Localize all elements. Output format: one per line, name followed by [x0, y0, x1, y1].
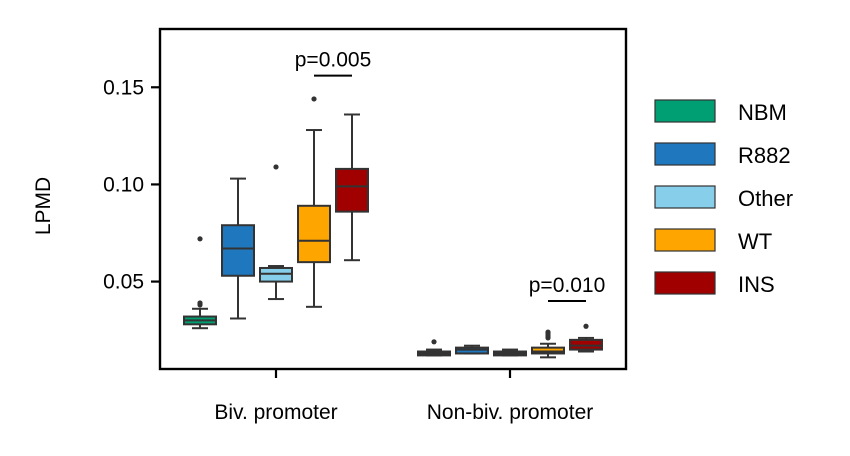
legend-item-r882: R882 — [654, 142, 791, 168]
legend-item-other: Other — [654, 185, 793, 211]
outlier-point — [311, 96, 317, 102]
outlier-point — [583, 323, 589, 329]
x-tick-label: Non-biv. promoter — [427, 401, 594, 424]
outlier-point — [197, 236, 203, 242]
box-iqr — [335, 167, 369, 213]
legend: NBM R882 Other WT INS — [654, 99, 793, 297]
outlier-point — [431, 339, 437, 345]
p-value-label: p=0.005 — [295, 49, 372, 72]
outlier-point — [273, 164, 279, 170]
annotations: p=0.005 p=0.010 — [295, 49, 606, 302]
box-r882-non-biv — [455, 344, 489, 355]
legend-swatch — [654, 185, 716, 209]
box-wt-non-biv — [531, 329, 565, 359]
box-other-biv — [259, 164, 293, 301]
plot-area — [183, 96, 603, 359]
legend-label: Other — [738, 186, 793, 211]
y-axis-label: LPMD — [32, 177, 55, 235]
y-tick-label: 0.05 — [103, 271, 144, 294]
legend-label: INS — [738, 272, 775, 297]
plot-frame — [158, 27, 628, 371]
box-other-non-biv — [493, 348, 527, 357]
legend-swatch — [654, 271, 716, 295]
axes: 0.05 0.10 0.15 Biv. promoter Non-biv. promot… — [103, 27, 628, 424]
box-nbm-biv — [183, 236, 217, 330]
legend-item-wt: WT — [654, 228, 772, 254]
x-tick-label: Biv. promoter — [214, 401, 337, 424]
box-ins-biv — [335, 113, 369, 262]
y-tick-label: 0.15 — [103, 76, 144, 99]
p-value-label: p=0.010 — [529, 274, 606, 297]
legend-swatch — [654, 99, 716, 123]
box-wt-biv — [297, 96, 331, 308]
box-ins-non-biv — [569, 323, 603, 353]
legend-label: R882 — [738, 143, 791, 168]
y-tick-label: 0.10 — [103, 173, 144, 196]
legend-item-ins: INS — [654, 271, 775, 297]
legend-swatch — [654, 142, 716, 166]
legend-item-nbm: NBM — [654, 99, 787, 125]
box-r882-biv — [221, 177, 255, 320]
legend-label: NBM — [738, 100, 787, 125]
legend-swatch — [654, 228, 716, 252]
box-iqr — [297, 204, 331, 264]
box-nbm-non-biv — [417, 339, 451, 357]
legend-label: WT — [738, 229, 772, 254]
outlier-point — [545, 329, 551, 335]
box-iqr — [221, 224, 255, 277]
outlier-point — [197, 300, 203, 306]
